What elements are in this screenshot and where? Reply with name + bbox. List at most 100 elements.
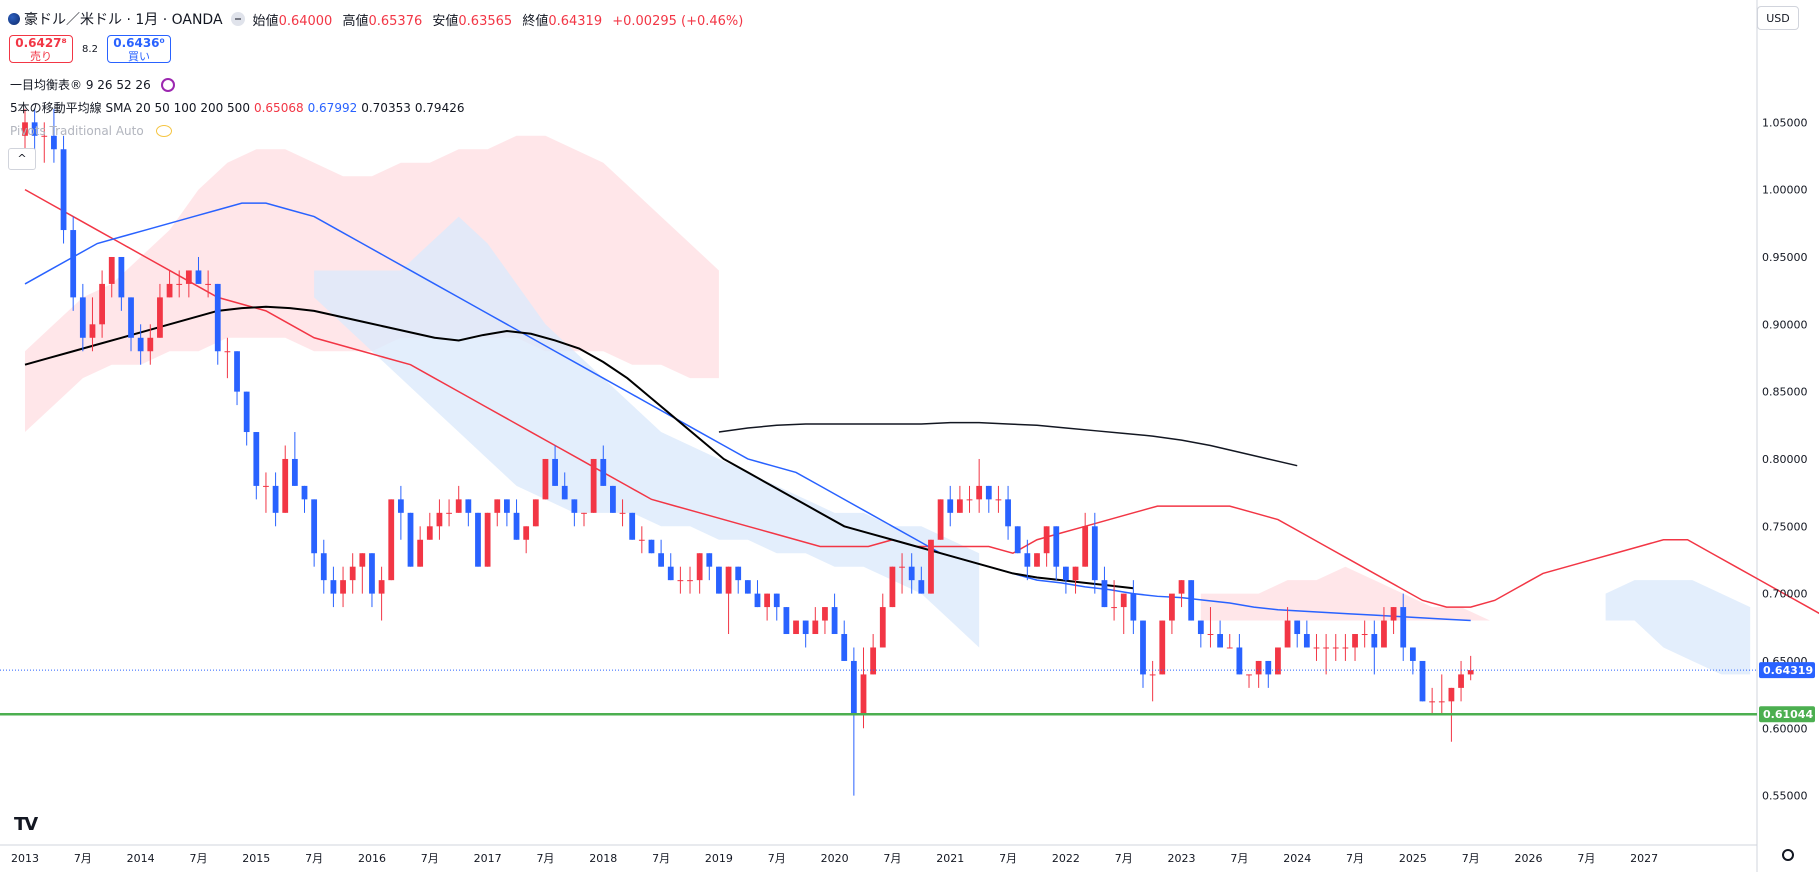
price-axis[interactable]: 0.550000.600000.650000.700000.750000.800… (1759, 116, 1815, 803)
candle-body (436, 512, 443, 527)
candle-body (22, 122, 28, 136)
time-tick-label: 7月 (1115, 852, 1133, 865)
candle-body (147, 337, 154, 352)
candle-body (802, 620, 809, 635)
time-tick-label: 7月 (652, 852, 670, 865)
price-tick-label: 0.60000 (1762, 722, 1808, 735)
candle-body (311, 499, 318, 554)
candle-body (195, 270, 202, 284)
time-tick-label: 7月 (536, 852, 554, 865)
tradingview-logo: TV (14, 814, 38, 835)
indicator-sma[interactable]: 5本の移動平均線 SMA 20 50 100 200 500 0.65068 0… (10, 100, 465, 116)
candle-body (1458, 674, 1464, 688)
refresh-icon[interactable] (160, 77, 175, 92)
candle-body (793, 620, 799, 635)
time-tick-label: 2022 (1052, 852, 1080, 865)
price-label-text: 0.64319 (1763, 664, 1813, 677)
sma-line (24, 189, 1819, 615)
candle-body (108, 256, 115, 284)
candle-body (812, 620, 819, 635)
candle-body (446, 512, 452, 514)
time-tick-label: 2025 (1399, 852, 1427, 865)
spread-value: 8.2 (82, 43, 98, 55)
price-label-text: 0.61044 (1763, 708, 1813, 721)
symbol-title[interactable]: 豪ドル／米ドル · 1月 · OANDA (8, 9, 223, 29)
candle-body (1332, 647, 1339, 649)
candle-body (716, 566, 722, 594)
candle-body (648, 539, 655, 554)
candle-body (1014, 526, 1021, 554)
candle-body (1294, 620, 1301, 635)
time-axis[interactable]: 2013 7月 2014 7月 2015 7月 2016 7月 2017 7月 2018 7月 2019… (11, 852, 1658, 865)
indicator-pivots[interactable]: Pivots Traditional Auto (10, 124, 172, 138)
sell-button[interactable]: 0.6427⁸ 売り (9, 35, 73, 63)
candle-body (1313, 647, 1320, 649)
candle-body (744, 580, 751, 594)
currency-selector[interactable]: USD (1757, 6, 1799, 30)
australia-flag-icon (8, 13, 20, 25)
price-tick-label: 0.90000 (1762, 318, 1808, 331)
candle-body (494, 499, 501, 513)
candle-body (1303, 634, 1310, 648)
candle-body (1053, 526, 1060, 567)
candle-body (1438, 701, 1445, 703)
candle-body (1275, 647, 1281, 675)
time-tick-label: 7月 (883, 852, 901, 865)
candle-body (754, 593, 761, 608)
market-status-icon[interactable] (230, 12, 245, 26)
candle-body (985, 485, 992, 500)
candle-body (667, 566, 674, 581)
time-tick-label: 7月 (305, 852, 323, 865)
candle-body (773, 593, 780, 608)
candle-body (1120, 593, 1127, 608)
candle-body (475, 512, 481, 567)
candle-body (1034, 553, 1040, 567)
candle-body (1323, 647, 1330, 649)
candle-body (1188, 580, 1195, 621)
candle-body (947, 499, 954, 513)
candle-body (118, 256, 125, 298)
buy-button[interactable]: 0.6436⁰ 買い (107, 35, 171, 63)
time-tick-label: 7月 (1577, 852, 1595, 865)
candle-body (918, 580, 925, 594)
candle-body (31, 122, 38, 136)
time-tick-label: 2015 (242, 852, 270, 865)
candle-body (1043, 526, 1050, 554)
candle-body (504, 499, 510, 513)
candle-body (619, 512, 626, 514)
candle-body (1352, 634, 1358, 648)
candles (22, 108, 1474, 796)
price-tick-label: 0.55000 (1762, 790, 1808, 803)
candle-body (330, 580, 337, 594)
candle-body (1169, 593, 1175, 621)
time-tick-label: 2026 (1515, 852, 1543, 865)
chart-frame (0, 0, 1758, 872)
candle-body (1419, 660, 1426, 702)
candle-body (157, 297, 163, 338)
candle-body (976, 485, 983, 500)
time-tick-label: 7月 (999, 852, 1017, 865)
candle-body (417, 539, 424, 567)
candle-body (70, 230, 77, 298)
candle-body (610, 485, 616, 513)
candle-body (1361, 634, 1368, 636)
candle-body (378, 580, 385, 594)
time-tick-label: 2016 (358, 852, 386, 865)
candle-body (1467, 670, 1474, 675)
candle-body (359, 553, 366, 567)
candle-body (1448, 687, 1455, 702)
candle-body (1101, 580, 1108, 608)
candle-body (937, 499, 944, 540)
hidden-eye-icon[interactable] (155, 125, 172, 137)
indicator-ichimoku[interactable]: 一目均衡表® 9 26 52 26 (10, 76, 175, 93)
candle-body (889, 566, 896, 608)
collapse-legend-button[interactable]: ^ (8, 148, 36, 170)
candle-body (397, 499, 404, 513)
cloud-bear (314, 216, 980, 648)
candle-body (465, 499, 472, 513)
candle-body (137, 337, 144, 352)
settings-gear-icon[interactable] (1782, 849, 1794, 861)
candle-body (1409, 647, 1416, 661)
candle-body (340, 580, 346, 594)
